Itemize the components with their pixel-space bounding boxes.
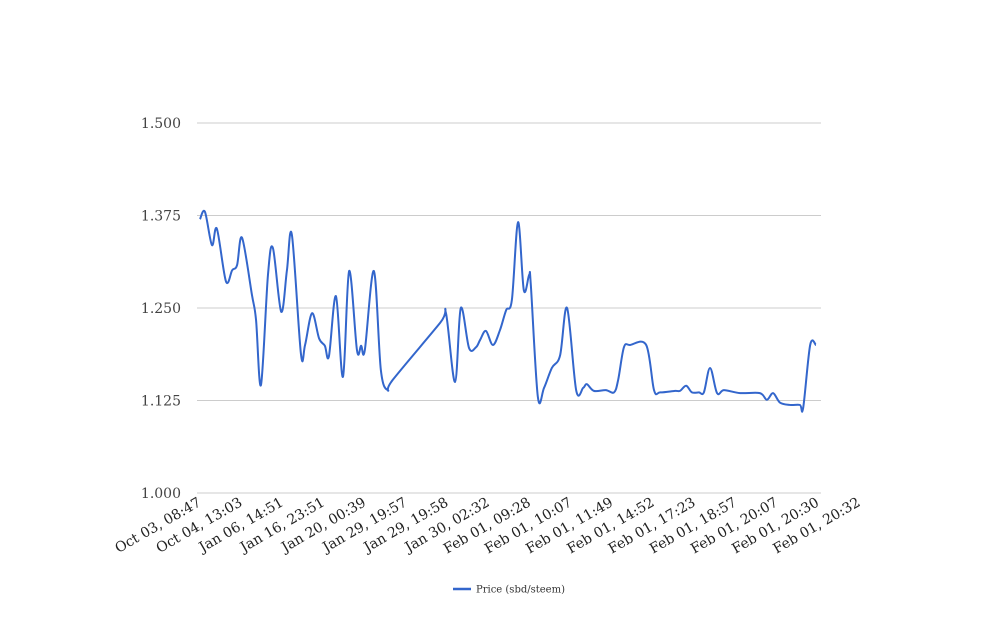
y-tick-label: 1.125 [141, 394, 181, 410]
series-line-price [199, 209, 817, 413]
y-tick-label: 1.500 [141, 116, 181, 132]
legend-label: Price (sbd/steem) [476, 585, 565, 596]
y-axis-tick-labels: 1.000 1.125 1.250 1.375 1.500 [141, 116, 181, 502]
y-tick-label: 1.375 [141, 209, 181, 225]
y-tick-label: 1.000 [141, 486, 181, 502]
legend[interactable]: Price (sbd/steem) [453, 585, 565, 596]
series-lines [199, 209, 817, 413]
y-tick-label: 1.250 [141, 301, 181, 317]
